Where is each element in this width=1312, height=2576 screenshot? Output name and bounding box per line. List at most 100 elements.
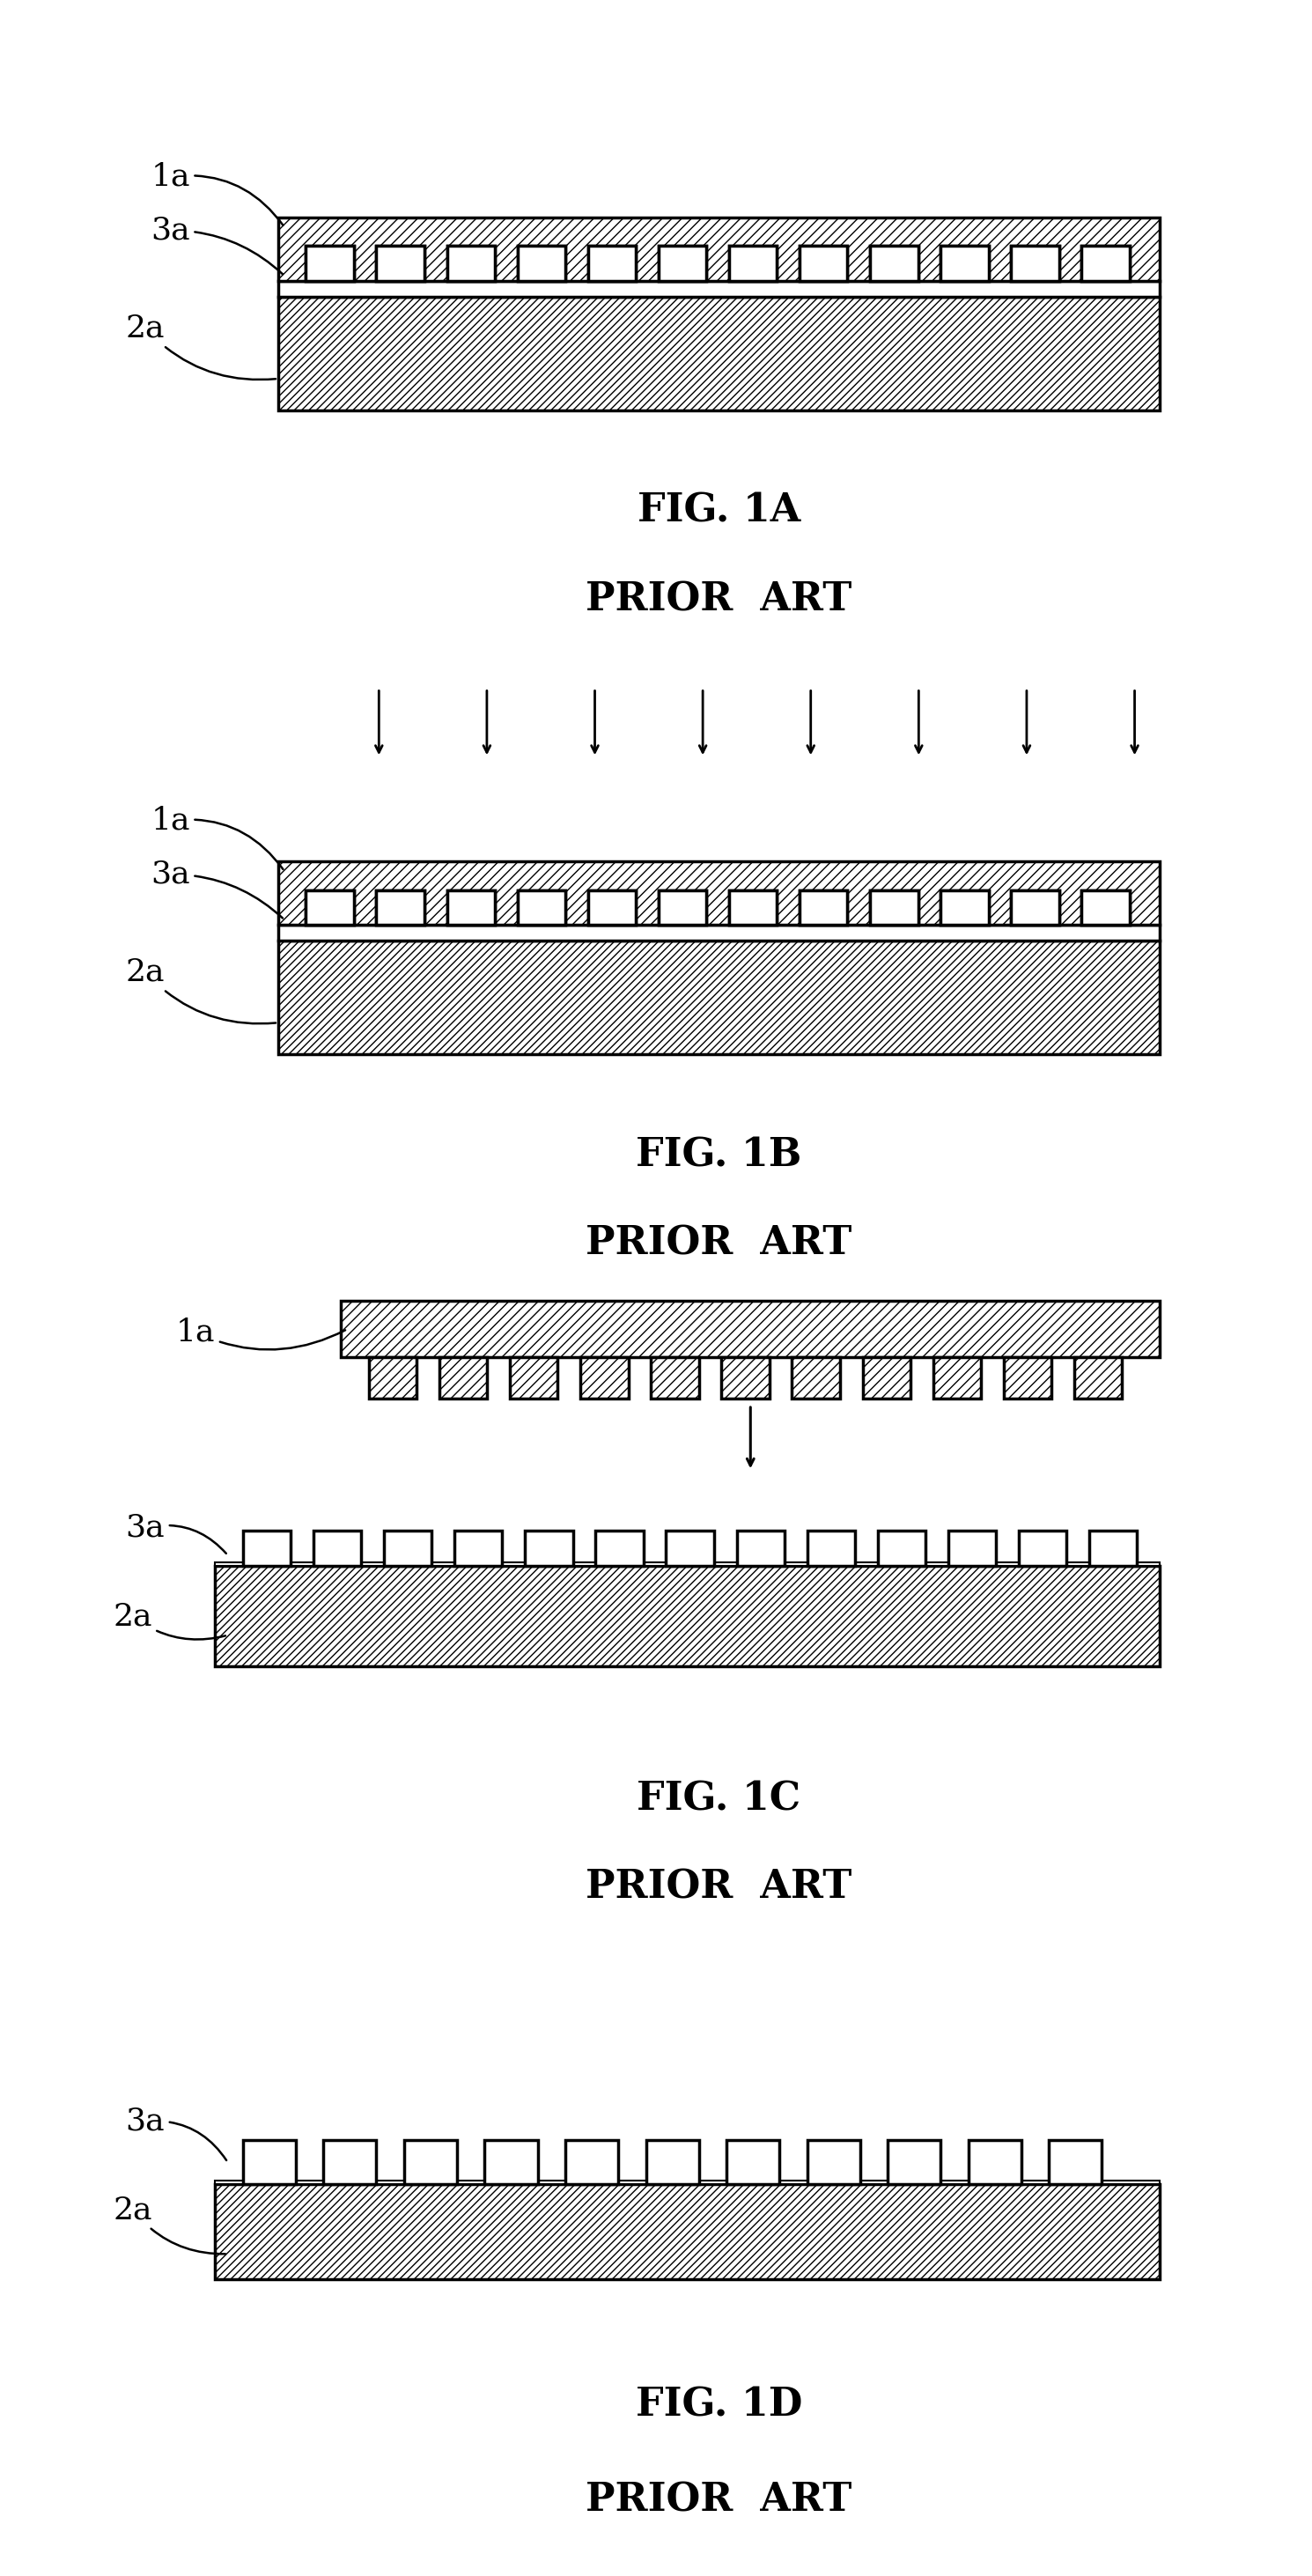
Bar bbox=[525, 1530, 573, 1566]
Bar bbox=[870, 891, 918, 925]
Text: 3a: 3a bbox=[151, 860, 282, 917]
Bar bbox=[278, 940, 1160, 1054]
Bar bbox=[736, 1530, 785, 1566]
Bar bbox=[949, 1530, 996, 1566]
Bar bbox=[454, 1530, 502, 1566]
Text: 2a: 2a bbox=[126, 958, 276, 1023]
Bar bbox=[941, 247, 988, 281]
Bar bbox=[596, 1530, 643, 1566]
Bar bbox=[1004, 1358, 1051, 1399]
Bar bbox=[941, 247, 988, 281]
Bar bbox=[659, 247, 706, 281]
Bar bbox=[1050, 2141, 1102, 2184]
Bar bbox=[447, 247, 495, 281]
Bar bbox=[933, 1358, 981, 1399]
Bar bbox=[659, 247, 706, 281]
Bar bbox=[878, 1530, 925, 1566]
Bar bbox=[278, 296, 1160, 410]
Bar bbox=[729, 891, 777, 925]
Bar bbox=[799, 247, 848, 281]
Text: PRIOR  ART: PRIOR ART bbox=[586, 2481, 851, 2519]
Bar bbox=[870, 247, 918, 281]
Bar bbox=[1081, 247, 1130, 281]
Bar bbox=[215, 2184, 1160, 2280]
Bar bbox=[517, 891, 565, 925]
Bar bbox=[377, 247, 424, 281]
Bar bbox=[1012, 891, 1059, 925]
Bar bbox=[384, 1530, 432, 1566]
Bar bbox=[941, 891, 988, 925]
Bar bbox=[306, 891, 354, 925]
Bar bbox=[306, 247, 354, 281]
Bar bbox=[862, 1358, 911, 1399]
Bar bbox=[659, 891, 706, 925]
Bar bbox=[324, 2141, 377, 2184]
Text: FIG. 1D: FIG. 1D bbox=[635, 2385, 803, 2424]
Bar bbox=[447, 891, 495, 925]
Bar bbox=[517, 891, 565, 925]
Bar bbox=[447, 891, 495, 925]
Bar bbox=[729, 247, 777, 281]
Bar bbox=[588, 247, 636, 281]
Bar bbox=[1018, 1530, 1067, 1566]
Bar bbox=[941, 891, 988, 925]
Text: PRIOR  ART: PRIOR ART bbox=[586, 1868, 851, 1906]
Bar bbox=[1012, 891, 1059, 925]
Bar bbox=[1012, 247, 1059, 281]
Bar bbox=[588, 891, 636, 925]
Text: FIG. 1B: FIG. 1B bbox=[636, 1136, 802, 1175]
Bar bbox=[588, 891, 636, 925]
Text: 2a: 2a bbox=[113, 1602, 226, 1638]
Text: 1a: 1a bbox=[176, 1316, 345, 1350]
Bar bbox=[870, 891, 918, 925]
Bar bbox=[799, 891, 848, 925]
Bar bbox=[588, 247, 636, 281]
Bar bbox=[369, 1358, 417, 1399]
Bar bbox=[651, 1358, 699, 1399]
Bar bbox=[666, 1530, 714, 1566]
Text: 1a: 1a bbox=[151, 162, 283, 224]
Bar bbox=[243, 1530, 291, 1566]
Text: FIG. 1A: FIG. 1A bbox=[638, 492, 800, 531]
Text: 1a: 1a bbox=[151, 806, 283, 868]
Text: 3a: 3a bbox=[126, 2107, 227, 2161]
Bar bbox=[1075, 1358, 1122, 1399]
Bar bbox=[727, 2141, 779, 2184]
Text: PRIOR  ART: PRIOR ART bbox=[586, 580, 851, 618]
Bar bbox=[1089, 1530, 1138, 1566]
Bar bbox=[517, 247, 565, 281]
Bar bbox=[306, 247, 354, 281]
Text: 2a: 2a bbox=[113, 2195, 226, 2254]
Bar bbox=[807, 2141, 861, 2184]
Bar bbox=[243, 2141, 295, 2184]
Bar bbox=[447, 247, 495, 281]
Text: FIG. 1C: FIG. 1C bbox=[638, 1780, 800, 1819]
Bar bbox=[580, 1358, 628, 1399]
Bar bbox=[215, 1561, 1160, 1566]
Bar bbox=[870, 247, 918, 281]
Bar bbox=[565, 2141, 618, 2184]
Bar bbox=[377, 247, 424, 281]
Bar bbox=[278, 925, 1160, 940]
Bar bbox=[517, 247, 565, 281]
Bar bbox=[1081, 247, 1130, 281]
Bar bbox=[484, 2141, 538, 2184]
Bar bbox=[1081, 891, 1130, 925]
Text: 3a: 3a bbox=[151, 216, 282, 273]
Bar bbox=[799, 247, 848, 281]
Bar bbox=[377, 891, 424, 925]
Text: 2a: 2a bbox=[126, 314, 276, 379]
Bar bbox=[404, 2141, 457, 2184]
Bar bbox=[440, 1358, 487, 1399]
Bar bbox=[799, 891, 848, 925]
Bar bbox=[722, 1358, 769, 1399]
Bar bbox=[729, 247, 777, 281]
Bar bbox=[888, 2141, 941, 2184]
Text: PRIOR  ART: PRIOR ART bbox=[586, 1224, 851, 1262]
Bar bbox=[278, 219, 1160, 281]
Bar bbox=[792, 1358, 840, 1399]
Bar bbox=[729, 891, 777, 925]
Bar bbox=[314, 1530, 361, 1566]
Bar bbox=[646, 2141, 699, 2184]
Bar bbox=[968, 2141, 1021, 2184]
